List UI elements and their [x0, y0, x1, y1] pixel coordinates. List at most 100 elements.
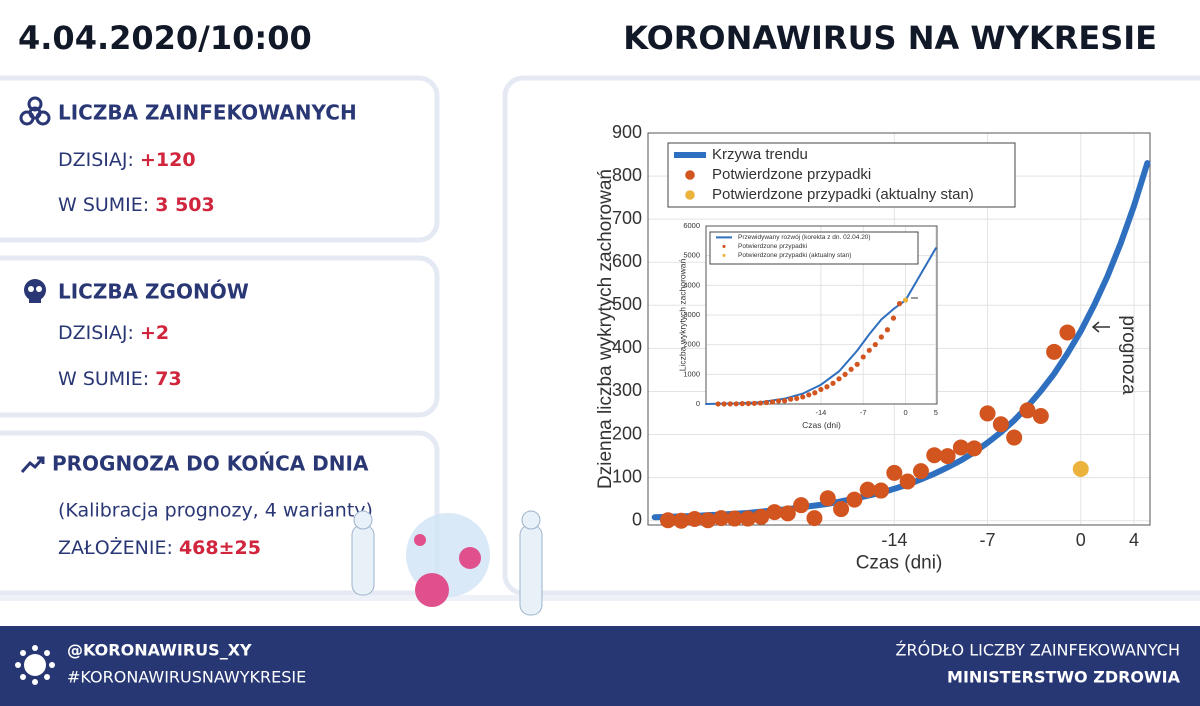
- panel-row: DZISIAJ: +2: [58, 322, 169, 344]
- card: [0, 75, 440, 243]
- data-point: [763, 399, 770, 406]
- row-label: ZAŁOŻENIE:: [58, 536, 173, 559]
- data-point: [966, 440, 983, 457]
- data-point: [766, 504, 783, 521]
- data-point: [896, 301, 903, 307]
- panel-title: LICZBA ZGONÓW: [58, 280, 249, 304]
- data-point: [873, 482, 890, 499]
- data-point: [992, 416, 1009, 433]
- data-point: [952, 439, 969, 456]
- data-point: [686, 510, 703, 527]
- data-point: [739, 510, 756, 527]
- data-point: [715, 401, 721, 407]
- data-point: [745, 400, 751, 407]
- legend-label: Potwierdzone przypadki (aktualny stan): [738, 252, 851, 259]
- data-point: [769, 399, 776, 405]
- data-point: [1059, 324, 1076, 341]
- panel-row: W SUMIE: 3 503: [58, 194, 215, 216]
- row-value: 468±25: [179, 537, 261, 559]
- skull-icon: [24, 279, 46, 303]
- annotation: prognoza: [1118, 315, 1139, 395]
- data-point: [833, 501, 850, 518]
- y-tick-label: 300: [612, 380, 642, 400]
- y-tick-label: 400: [612, 337, 642, 357]
- legend-swatch: [722, 244, 726, 248]
- legend-box: [667, 142, 1016, 208]
- data-point: [899, 473, 916, 490]
- x-tick-label: -7: [860, 408, 867, 417]
- y-tick-label: 500: [612, 294, 642, 314]
- footer: [0, 626, 1200, 706]
- axes-frame: [705, 225, 938, 405]
- hashtag: #KORONAWIRUSNAWYKRESIE: [67, 668, 306, 687]
- data-point: [824, 384, 830, 390]
- data-point: [902, 297, 909, 303]
- data-point: [800, 394, 806, 400]
- x-tick-label: 4: [1129, 530, 1139, 550]
- data-point: [775, 398, 782, 404]
- y-tick-label: 5000: [683, 251, 700, 260]
- x-tick-label: -7: [980, 530, 996, 550]
- legend-box: [709, 231, 919, 265]
- illustration: [351, 510, 543, 616]
- trend-icon-head: [37, 456, 45, 464]
- data-point: [753, 508, 770, 525]
- y-axis-label: Liczba wykrytych zachorowań: [677, 259, 687, 372]
- data-point: [854, 361, 860, 367]
- data-point: [979, 405, 996, 422]
- legend-label: Przewidywany rozwój (korekta z dn. 02.04…: [738, 234, 871, 241]
- data-point: [890, 315, 897, 321]
- legend-swatch: [685, 170, 695, 180]
- legend-swatch: [722, 253, 726, 257]
- data-point: [836, 376, 842, 382]
- row-label: W SUMIE:: [58, 194, 149, 216]
- data-point: [878, 334, 884, 340]
- y-axis-label: Dzienna liczba wykrytych zachorowań: [595, 169, 616, 489]
- source-label: ŹRÓDŁO LICZBY ZAINFEKOWANYCH: [896, 641, 1180, 660]
- data-point: [794, 395, 800, 401]
- data-point: [806, 510, 823, 527]
- biohazard-icon: [19, 96, 51, 126]
- y-tick-label: 600: [612, 251, 642, 271]
- handle: @KORONAWIRUS_XY: [67, 641, 252, 660]
- legend-label: Potwierdzone przypadki: [738, 243, 807, 250]
- row-label: W SUMIE:: [58, 368, 149, 390]
- y-tick-label: 0: [632, 509, 642, 529]
- y-tick-label: 6000: [683, 221, 700, 230]
- y-tick-label: 900: [612, 122, 642, 142]
- legend-label: Potwierdzone przypadki: [712, 166, 871, 183]
- y-tick-label: 1000: [683, 369, 700, 378]
- data-point: [859, 481, 876, 498]
- x-tick-label: 5: [934, 408, 938, 417]
- arrow-head: [1091, 321, 1100, 333]
- data-point: [1019, 402, 1036, 419]
- data-point: [699, 512, 716, 529]
- data-point: [884, 327, 891, 333]
- data-point: [733, 401, 739, 407]
- legend-label: Krzywa trendu: [712, 146, 808, 163]
- data-point: [812, 390, 818, 396]
- page-title: KORONAWIRUS NA WYKRESIE: [623, 19, 1157, 57]
- row-label: DZISIAJ:: [58, 322, 134, 344]
- data-point: [659, 512, 676, 529]
- data-point: [793, 497, 810, 514]
- date: 4.04.2020/10:00: [18, 19, 312, 57]
- data-point: [757, 400, 764, 406]
- x-axis-label: Czas (dni): [802, 420, 841, 430]
- panel-title: LICZBA ZAINFEKOWANYCH: [58, 101, 357, 125]
- data-point: [673, 512, 690, 529]
- data-point: [1032, 408, 1049, 425]
- panel-row: W SUMIE: 73: [58, 368, 182, 390]
- data-point: [846, 491, 863, 508]
- y-tick-label: 200: [612, 423, 642, 443]
- x-tick-label: -14: [815, 408, 826, 417]
- row-value: 73: [155, 368, 181, 390]
- y-tick-label: 800: [612, 165, 642, 185]
- y-tick-label: 3000: [683, 310, 700, 319]
- footer-icon: [15, 645, 55, 685]
- data-point: [1006, 429, 1023, 446]
- legend-swatch: [685, 190, 695, 200]
- y-tick-label: 0: [696, 399, 700, 408]
